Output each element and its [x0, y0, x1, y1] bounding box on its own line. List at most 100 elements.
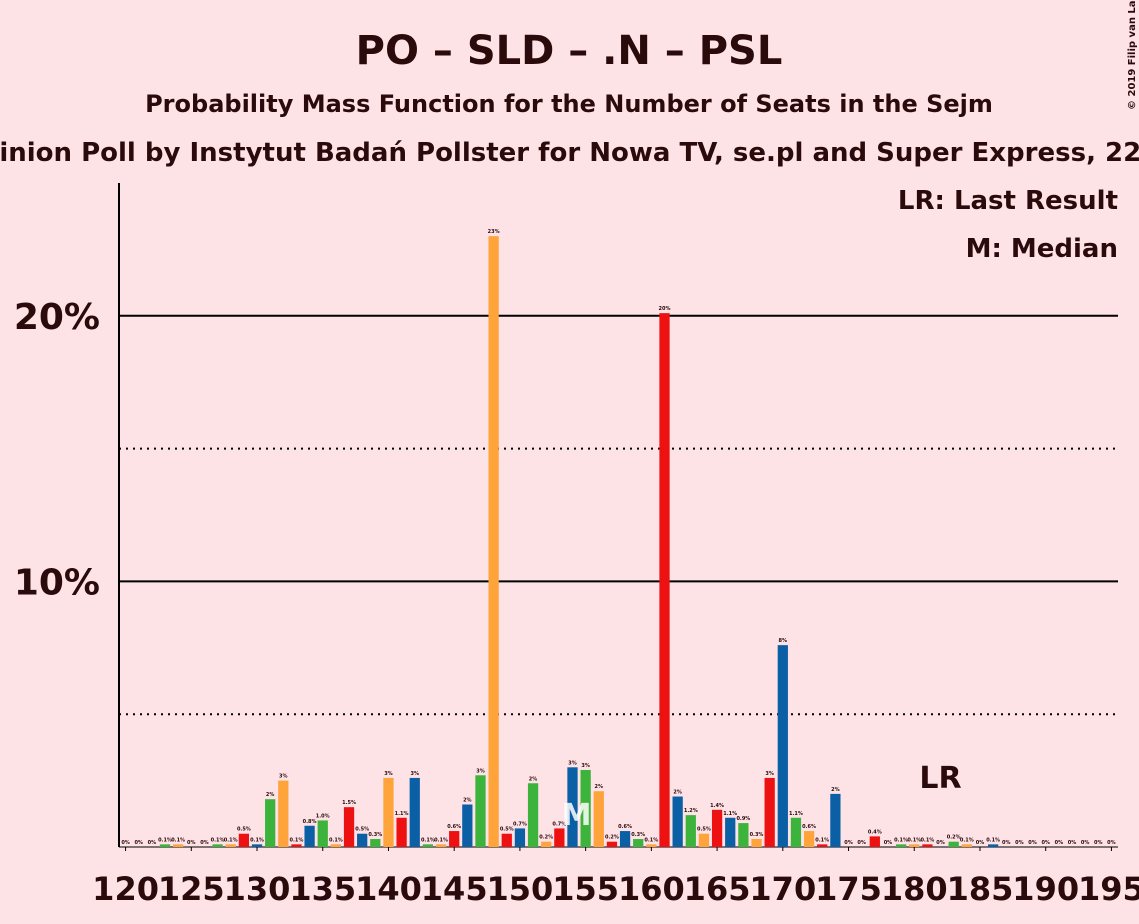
bar [317, 820, 328, 847]
value-label: 1.0% [316, 813, 330, 819]
bar [711, 809, 723, 847]
value-label: 0.3% [750, 832, 764, 838]
value-label: 0% [1081, 840, 1090, 846]
bar [830, 793, 841, 847]
value-label: 2% [831, 787, 840, 793]
bar [738, 823, 749, 847]
bar [475, 775, 486, 847]
bar [685, 815, 696, 847]
bar [646, 844, 657, 847]
value-label: 0.5% [697, 827, 711, 833]
bar [961, 844, 972, 847]
value-label: 0.5% [355, 827, 369, 833]
value-label: 0.1% [960, 837, 974, 843]
bar [987, 844, 999, 847]
value-label: 2% [673, 790, 682, 796]
value-label: 0.1% [171, 837, 185, 843]
value-label: 0% [844, 840, 853, 846]
x-tick-label: 160 [618, 870, 685, 908]
value-label: 1.4% [710, 803, 724, 809]
bar [527, 783, 539, 847]
value-label: 0% [936, 840, 945, 846]
bar [422, 844, 434, 847]
bar [225, 844, 236, 847]
value-label: 0.6% [802, 824, 816, 830]
bar [922, 844, 933, 847]
value-label: 0.1% [211, 837, 225, 843]
bar [909, 844, 920, 847]
bar [343, 807, 355, 847]
bar [449, 831, 460, 847]
bar [777, 645, 788, 847]
bar [291, 844, 302, 847]
value-label: 0.7% [513, 821, 527, 827]
legend-entry: M: Median [966, 234, 1118, 264]
value-label: 0.1% [290, 837, 304, 843]
value-label: 0.2% [605, 835, 619, 841]
x-tick-label: 190 [1012, 870, 1079, 908]
value-label: 2% [463, 798, 472, 804]
x-tick-label: 130 [224, 870, 291, 908]
value-label: 0.1% [329, 837, 343, 843]
value-label: 1.1% [789, 811, 803, 817]
bar [541, 841, 552, 847]
value-label: 0.8% [303, 819, 317, 825]
bar [514, 828, 526, 847]
chart-title: PO – SLD – .N – PSL [356, 28, 783, 74]
value-label: 0.9% [736, 816, 750, 822]
value-label: 1.2% [684, 808, 698, 814]
value-label: 0.1% [421, 837, 435, 843]
bar [764, 777, 775, 847]
value-label: 0.7% [552, 821, 566, 827]
bar [488, 236, 499, 847]
value-label: 0% [1055, 840, 1064, 846]
value-label: 3% [765, 771, 774, 777]
bar [751, 839, 762, 847]
value-label: 2% [595, 784, 604, 790]
value-label: 0.1% [907, 837, 921, 843]
y-tick-label: 10% [14, 562, 100, 603]
value-label: 0.6% [618, 824, 632, 830]
value-label: 8% [779, 638, 788, 644]
value-label: 0% [134, 840, 143, 846]
value-label: 20% [659, 306, 671, 312]
bar [159, 844, 171, 847]
value-label: 0.3% [368, 832, 382, 838]
x-tick-label: 195 [1078, 870, 1139, 908]
value-label: 3% [411, 771, 420, 777]
bar [948, 841, 959, 847]
bar [370, 839, 381, 847]
bar [580, 769, 591, 847]
x-tick-label: 180 [881, 870, 948, 908]
bar [725, 817, 736, 847]
bar [619, 831, 631, 847]
value-label: 1.1% [723, 811, 737, 817]
value-label: 0% [884, 840, 893, 846]
bar [396, 817, 407, 847]
value-label: 0% [148, 840, 157, 846]
value-label: 0.5% [500, 827, 514, 833]
value-label: 0.6% [447, 824, 461, 830]
value-label: 0.1% [920, 837, 934, 843]
bar [409, 777, 420, 847]
bar [383, 777, 394, 847]
value-label: 3% [476, 768, 485, 774]
value-label: 0% [857, 840, 866, 846]
bar [659, 313, 670, 847]
bar [817, 844, 828, 847]
bar [251, 844, 263, 847]
value-label: 0% [1068, 840, 1077, 846]
value-label: 0.2% [539, 835, 553, 841]
value-label: 0.1% [644, 837, 658, 843]
x-tick-label: 155 [552, 870, 619, 908]
bar [212, 844, 223, 847]
bar [869, 836, 880, 847]
x-tick-label: 185 [947, 870, 1014, 908]
value-label: 0% [187, 840, 196, 846]
x-tick-label: 120 [92, 870, 159, 908]
bar [606, 841, 618, 847]
x-tick-label: 140 [355, 870, 422, 908]
bar [633, 839, 644, 847]
x-tick-label: 175 [815, 870, 882, 908]
value-label: 0.3% [631, 832, 645, 838]
